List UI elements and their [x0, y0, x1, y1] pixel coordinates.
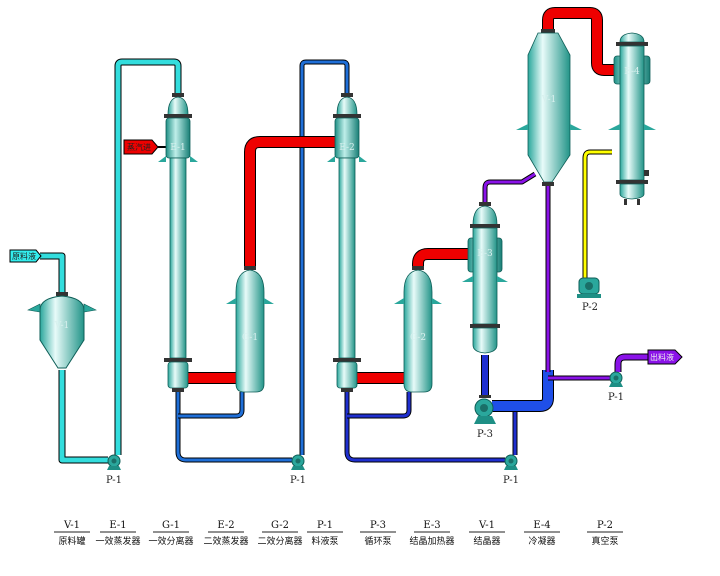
legend-item: P-3 循环泵: [360, 520, 396, 547]
legend-item: E-3 结晶加热器: [409, 520, 454, 547]
legend-code: V-1: [63, 520, 80, 531]
svg-text:P-1: P-1: [608, 392, 624, 403]
legend-code: P-2: [597, 520, 613, 531]
condenser-e4: E-4: [608, 32, 656, 205]
feed-tank-v1: V-1: [27, 292, 97, 369]
svg-text:V-1: V-1: [541, 95, 556, 105]
legend-item: E-2 二效蒸发器: [203, 520, 248, 547]
legend-code: E-3: [423, 520, 440, 531]
svg-text:E-4: E-4: [624, 67, 640, 77]
pump-p1-second-effect: P-1: [503, 454, 519, 486]
svg-text:E-1: E-1: [170, 143, 186, 153]
legend-code: P-3: [370, 520, 386, 531]
svg-text:V-1: V-1: [54, 321, 69, 331]
separator-g2: G-2: [394, 266, 442, 393]
legend-name: 二效蒸发器: [203, 535, 248, 547]
svg-text:P-1: P-1: [290, 475, 306, 486]
vacuum-pump-p2: P-2: [577, 277, 601, 313]
svg-text:P-2: P-2: [582, 302, 598, 313]
legend-name: 二效分离器: [257, 535, 302, 547]
circulation-pipe-p3-to-v1: [492, 370, 554, 412]
svg-text:E-2: E-2: [339, 143, 355, 153]
legend-name: 料液泵: [311, 535, 338, 547]
liquor-pipe-g1-to-e1: [178, 392, 245, 419]
steam-inlet-tag: 蒸汽进: [123, 139, 168, 155]
svg-text:G-2: G-2: [410, 333, 426, 343]
legend-item: G-1 一效分离器: [148, 520, 193, 547]
legend-name: 真空泵: [591, 535, 618, 547]
svg-text:P-3: P-3: [477, 429, 493, 440]
svg-text:出料液: 出料液: [650, 352, 674, 362]
feed-pipe-tank-to-pump: [58, 370, 108, 464]
legend-code: G-1: [162, 520, 180, 531]
feed-inlet-tag: 原料液: [9, 249, 42, 263]
legend-name: 一效分离器: [148, 535, 193, 547]
legend-name: 循环泵: [364, 535, 391, 547]
pump-p1-feed: P-1: [106, 454, 122, 486]
svg-text:G-1: G-1: [242, 333, 258, 343]
legend-item: V-1 原料罐: [54, 520, 90, 547]
svg-text:P-1: P-1: [106, 475, 122, 486]
svg-text:E-3: E-3: [477, 249, 493, 259]
svg-text:蒸汽进: 蒸汽进: [127, 142, 151, 152]
legend-item: E-1 一效蒸发器: [95, 520, 140, 547]
svg-text:P-1: P-1: [503, 475, 519, 486]
pump-p1-discharge: P-1: [608, 371, 624, 403]
separator-g1: G-1: [226, 266, 274, 393]
legend-code: E-4: [533, 520, 550, 531]
liquor-pipe-e1-to-p1: [175, 392, 292, 463]
svg-text:原料液: 原料液: [12, 251, 36, 261]
liquor-pipe-g2-to-e2: [347, 392, 412, 419]
pipes: [40, 7, 650, 464]
legend-item: G-2 二效分离器: [257, 520, 302, 547]
crystallizer-heater-e3: E-3: [462, 202, 508, 354]
legend-name: 冷凝器: [528, 535, 555, 547]
crystallizer-v1: V-1: [516, 29, 582, 186]
legend-code: P-1: [317, 520, 333, 531]
legend-name: 一效蒸发器: [95, 535, 140, 547]
legend-item: P-2 真空泵: [587, 520, 623, 547]
legend-item: E-4 冷凝器: [524, 520, 560, 547]
legend-name: 结晶器: [473, 535, 500, 547]
legend-code: E-1: [109, 520, 126, 531]
pump-p1-first-effect: P-1: [290, 454, 306, 486]
legend-code: E-2: [217, 520, 234, 531]
evaporator-e1: E-1: [158, 93, 198, 392]
pump-p3-circulation: P-3: [474, 395, 496, 440]
legend-item: V-1 结晶器: [469, 520, 505, 547]
legend-code: G-2: [271, 520, 289, 531]
vacuum-pipe-e4-to-p2: [582, 149, 612, 278]
legend-name: 结晶加热器: [409, 535, 454, 547]
discharge-outlet-tag: 出料液: [647, 349, 683, 365]
legend-code: V-1: [478, 520, 495, 531]
legend-item: P-1 料液泵: [307, 520, 343, 547]
legend-name: 原料罐: [58, 535, 85, 547]
vapor-pipe-g1-to-e2: [244, 136, 337, 268]
evaporator-e2: E-2: [327, 93, 367, 392]
equipment-legend: V-1 原料罐 E-1 一效蒸发器 G-1 一效分离器 E-2 二效蒸发器 G-2 二效分离器 P-…: [54, 520, 623, 547]
